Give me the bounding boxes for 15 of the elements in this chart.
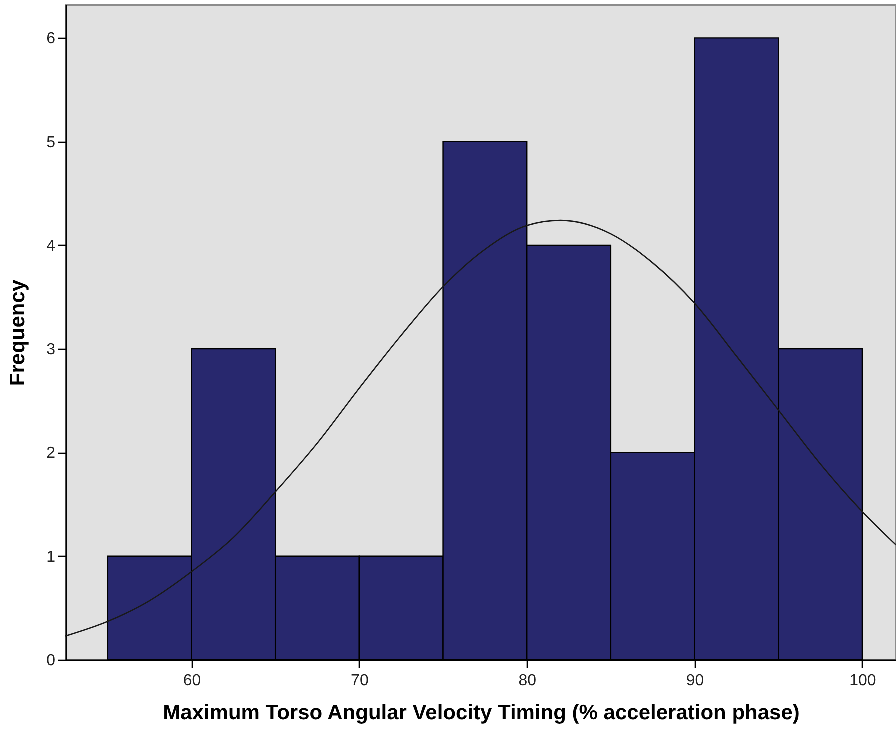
x-tick-label: 60	[183, 672, 202, 690]
x-tick-label: 90	[686, 672, 704, 690]
y-tick-label: 6	[46, 30, 56, 48]
y-tick-label: 2	[46, 445, 56, 462]
y-tick-label: 5	[46, 134, 56, 152]
y-tick-label: 0	[46, 652, 56, 670]
line-series	[65, 220, 896, 637]
y-axis-title: Frequency	[6, 280, 30, 386]
x-tick-label: 70	[351, 672, 369, 690]
x-tick-label: 100	[850, 672, 876, 690]
y-tick-label: 4	[46, 238, 56, 255]
x-axis-title: Maximum Torso Angular Velocity Timing (% acceleration phase)	[163, 702, 800, 724]
y-tick-label: 1	[46, 548, 56, 566]
y-tick-label: 3	[46, 342, 56, 359]
x-tick-label: 80	[518, 672, 537, 690]
